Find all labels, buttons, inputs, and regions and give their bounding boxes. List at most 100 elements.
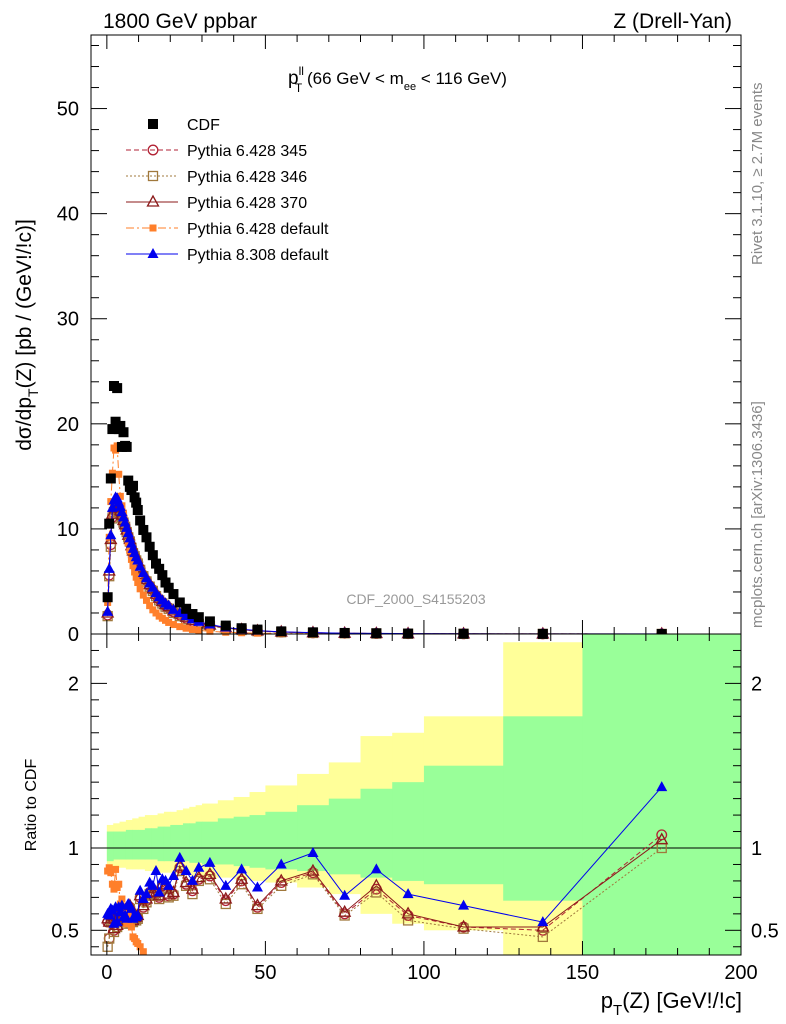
ratio-point-p346 [102,941,113,952]
analysis-watermark: CDF_2000_S4155203 [346,591,486,607]
green-band-segment [423,765,504,885]
point-cdf [154,563,165,574]
legend-item-cdf: CDF [148,117,220,134]
ratio-point-p345 [220,895,232,907]
point-cdf [115,420,126,431]
point-cdf [220,620,231,631]
point-cdf [371,628,382,639]
ratio-point-p8 [134,884,146,895]
point-cdf [118,427,129,438]
point-cdf [138,524,149,535]
ratio-point-p370 [338,904,352,917]
green-band-segment [113,831,121,860]
xlabel-a: p [601,988,613,1013]
ratio-point-p8 [167,869,179,880]
ratio-point-p8 [307,846,319,857]
ratio-point-p8 [275,858,287,869]
green-band-segment [125,829,133,860]
ratio-point-p370 [219,891,233,904]
ratio-point-p370 [456,919,471,932]
green-band-segment [360,788,393,878]
legend-label: Pythia 8.308 default [187,247,329,264]
green-band-segment [503,716,583,901]
point-cdf [129,492,140,503]
ratio-data-layer [101,781,669,956]
green-band-segment [132,829,140,860]
point-p8 [102,605,114,616]
point-pdef [165,618,173,626]
ratio-point-p8 [251,881,263,892]
xlabel-sub: T [613,1002,622,1019]
point-p8 [163,599,175,610]
green-band-segment [328,798,362,875]
point-pdef [108,469,116,477]
rivet-label: Rivet 3.1.10, ≥ 2.7M events [749,83,766,266]
ratio-point-p370 [162,886,176,899]
y-tick-label: 10 [57,519,79,541]
point-cdf [157,570,168,581]
green-band-segment [201,821,219,865]
green-band-segment [176,824,184,862]
green-band-segment [119,831,127,860]
xlabel-b: (Z) [GeV!/!c] [622,988,742,1013]
point-cdf [204,616,215,627]
header-left: 1800 GeV ppbar [103,10,257,33]
ylabel-sub: T [25,388,41,397]
ratio-y-tick-label-right: 2 [751,673,762,695]
ratio-point-p8 [153,886,165,897]
legend-label: Pythia 6.428 345 [187,143,307,160]
point-cdf [123,475,134,486]
ratio-point-p8 [402,888,414,899]
legend-marker [147,144,159,156]
legend-label: Pythia 6.428 370 [187,195,307,212]
point-pdef [176,623,184,631]
title-rest-a: (66 GeV < m [302,69,404,88]
point-cdf [193,612,204,623]
point-cdf [147,550,158,561]
ratio-point-p8 [140,888,152,899]
main-panel: 0 10 20 30 40 50 [57,34,742,646]
ratio-point-pdef [108,880,116,888]
point-cdf [107,424,118,435]
ratio-point-p8 [339,889,351,900]
point-pdef [134,579,142,587]
ratio-axes: 0.5 0.5 1 1 2 2 0 50 100 150 200 [51,633,779,984]
green-band-segment [217,818,235,865]
mcplots-label: mcplots.cern.ch [arXiv:1306.3436] [749,401,766,628]
point-cdf [181,603,192,614]
green-band-segment [233,816,251,867]
point-cdf [112,383,123,394]
ratio-point-p370 [369,878,383,891]
y-tick-label: 50 [57,99,79,121]
legend-item-p370: Pythia 6.428 370 [126,194,307,212]
x-tick-label: 150 [566,962,599,984]
green-band-segment [182,823,190,862]
green-band-segment [144,828,152,860]
point-pdef [124,539,132,547]
point-cdf [174,597,185,608]
green-band-segment [582,634,742,955]
series-cdf [102,380,667,639]
ratio-point-pdef [112,865,120,873]
point-pdef [129,562,137,570]
point-cdf [339,627,350,638]
legend-item-p345: Pythia 6.428 345 [126,143,307,160]
legend-marker [148,119,158,129]
point-pdef [136,585,144,593]
y-tick-label: 0 [68,624,79,646]
point-p8 [167,603,179,614]
ratio-point-pdef [105,864,113,872]
title-p: p [288,68,299,89]
ratio-point-p8 [193,861,205,872]
point-p8 [174,606,186,617]
main-data-layer [101,380,669,640]
point-cdf [102,592,113,603]
point-cdf [104,518,115,529]
ratio-y-tick-label-right: 1 [751,838,762,860]
legend: CDF Pythia 6.428 345 Pythia 6.428 346 Pythi… [126,117,329,264]
ratio-point-pdef [139,948,147,956]
ratio-point-p346 [402,915,414,926]
ratio-point-p370 [655,832,669,845]
legend-item-p8: Pythia 8.308 default [126,247,329,264]
